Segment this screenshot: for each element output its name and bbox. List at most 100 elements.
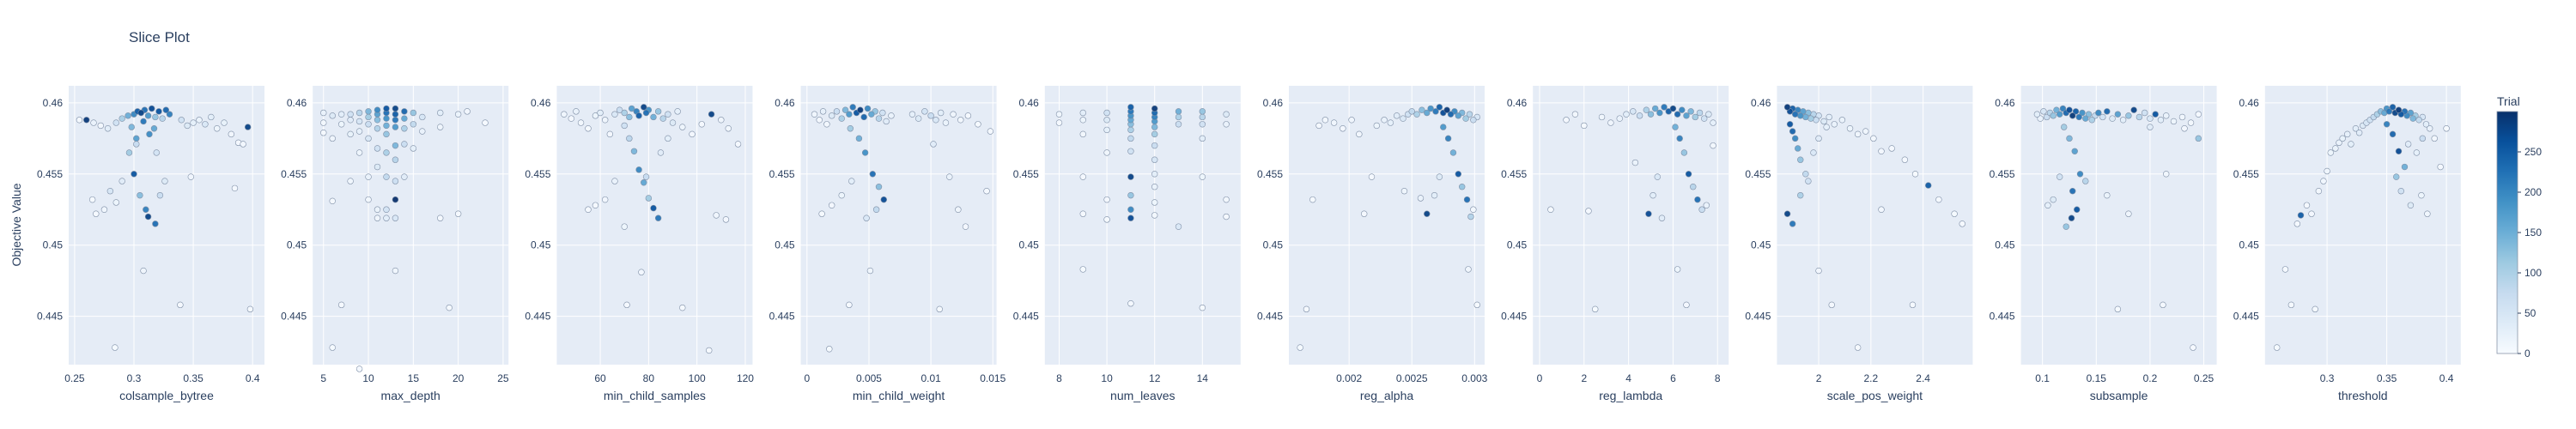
- data-point: [1802, 113, 1809, 121]
- data-point: [383, 130, 390, 138]
- data-point: [1679, 106, 1686, 113]
- data-point: [908, 111, 916, 118]
- y-tick-label: 0.455: [1257, 168, 1283, 180]
- data-point: [2419, 135, 2427, 142]
- data-point: [97, 122, 105, 130]
- data-point: [1199, 135, 1206, 142]
- y-tick-label: 0.46: [1018, 97, 1039, 109]
- data-point: [1828, 301, 1835, 309]
- subplot-panels: 0.25 0.3 0.35 0.40.4450.450.4550.46colsampl…: [37, 86, 2461, 402]
- plot-area: [556, 86, 753, 365]
- data-point: [597, 109, 604, 117]
- data-point: [355, 366, 363, 372]
- data-point: [1436, 173, 1443, 180]
- data-point: [125, 112, 131, 119]
- x-axis-label: colsample_bytree: [119, 389, 214, 402]
- data-point: [1470, 206, 1477, 213]
- data-point: [2076, 171, 2084, 178]
- data-point: [1786, 121, 1794, 128]
- data-point: [875, 184, 883, 190]
- data-point: [2109, 115, 2116, 122]
- plot-area: [313, 86, 509, 365]
- data-point: [437, 124, 444, 130]
- data-point: [1909, 301, 1917, 309]
- x-tick-label: 2: [1581, 372, 1587, 384]
- x-tick-label: 6: [1670, 372, 1676, 384]
- data-point: [722, 216, 730, 223]
- data-point: [2178, 113, 2186, 121]
- data-point: [374, 163, 381, 171]
- x-tick-label: 120: [737, 372, 754, 384]
- data-point: [1862, 128, 1869, 135]
- data-point: [1151, 212, 1158, 219]
- data-point: [669, 119, 677, 126]
- x-tick-label: 0.35: [183, 372, 204, 384]
- data-point: [1687, 108, 1694, 115]
- data-point: [2037, 115, 2044, 122]
- y-tick-label: 0.46: [1751, 97, 1771, 109]
- data-point: [679, 124, 686, 130]
- data-point: [2422, 121, 2430, 128]
- data-point: [1674, 111, 1681, 118]
- x-axis-label: reg_alpha: [1360, 389, 1413, 402]
- data-point: [2075, 113, 2082, 121]
- y-tick-label: 0.45: [1995, 239, 2015, 251]
- data-point: [838, 115, 845, 122]
- y-tick-label: 0.445: [1013, 311, 1039, 323]
- data-point: [946, 173, 953, 180]
- data-point: [1400, 115, 1406, 122]
- data-point: [848, 178, 855, 184]
- data-point: [857, 106, 864, 113]
- data-point: [88, 196, 96, 203]
- data-point: [1466, 111, 1473, 118]
- data-point: [933, 117, 939, 124]
- data-point: [365, 113, 372, 121]
- data-point: [2040, 108, 2047, 115]
- data-point: [2426, 125, 2433, 132]
- data-point: [137, 109, 144, 117]
- data-point: [1330, 119, 1338, 126]
- data-point: [140, 118, 147, 125]
- data-point: [2082, 115, 2089, 122]
- data-point: [1694, 196, 1701, 203]
- data-point: [2147, 124, 2154, 130]
- x-tick-label: 0.2: [2143, 372, 2158, 384]
- data-point: [1636, 112, 1643, 119]
- data-point: [320, 130, 327, 136]
- x-tick-label: 0.1: [2035, 372, 2050, 384]
- data-point: [240, 141, 246, 148]
- data-point: [401, 115, 408, 122]
- data-point: [1055, 119, 1063, 126]
- data-point: [1447, 111, 1455, 118]
- y-tick-label: 0.46: [531, 97, 551, 109]
- subplot-num_leaves: 8 10 12 14 0.445 0.45 0.455 0.46 num_leaves: [1013, 86, 1241, 402]
- data-point: [611, 111, 618, 118]
- data-point: [83, 117, 90, 124]
- data-point: [1651, 105, 1659, 112]
- data-point: [1303, 305, 1310, 313]
- data-point: [1368, 173, 1376, 180]
- x-tick-label: 20: [453, 372, 465, 384]
- y-tick-label: 0.455: [1990, 168, 2015, 180]
- data-point: [320, 119, 327, 126]
- data-point: [645, 195, 653, 202]
- data-point: [1199, 108, 1206, 115]
- data-point: [100, 206, 108, 213]
- data-point: [2095, 109, 2102, 117]
- data-point: [2308, 210, 2315, 217]
- data-point: [841, 106, 849, 113]
- data-point: [2187, 119, 2195, 126]
- data-point: [355, 128, 363, 135]
- data-point: [1455, 112, 1462, 119]
- data-point: [2136, 113, 2143, 121]
- data-point: [1888, 145, 1895, 152]
- data-point: [1685, 171, 1692, 178]
- data-point: [2163, 112, 2170, 119]
- y-tick-label: 0.455: [1501, 168, 1527, 180]
- data-point: [1340, 125, 1346, 132]
- data-point: [143, 206, 149, 213]
- data-point: [374, 206, 381, 213]
- data-point: [2404, 141, 2412, 148]
- data-point: [601, 196, 609, 203]
- data-point: [112, 344, 118, 351]
